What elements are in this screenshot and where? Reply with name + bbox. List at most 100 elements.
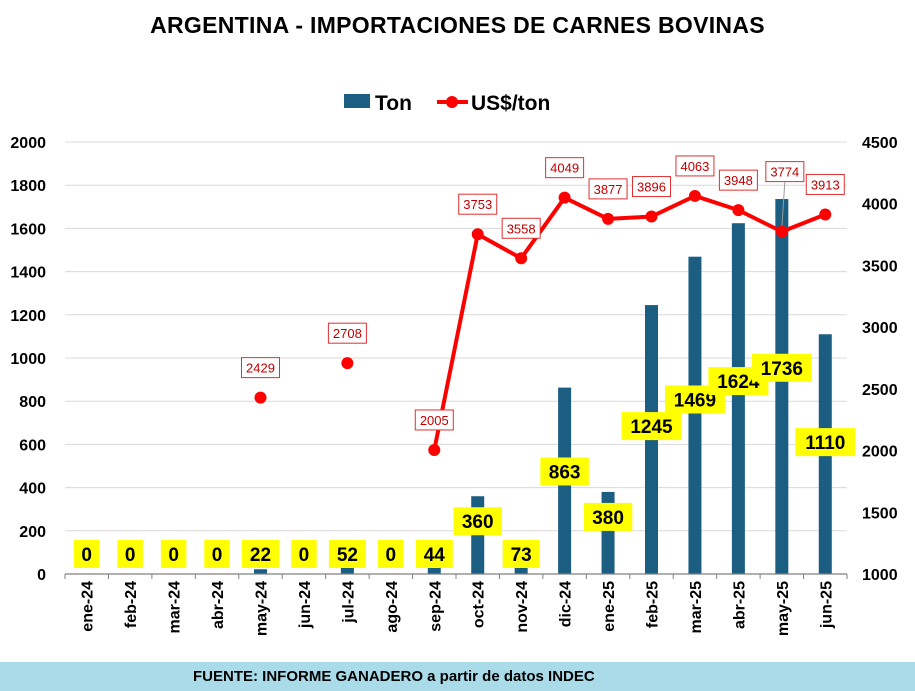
y-left-tick-label: 200 <box>19 524 46 541</box>
x-tick-label: ene-25 <box>601 581 618 632</box>
x-tick-label: jun-25 <box>818 581 835 629</box>
x-tick-label: ene-24 <box>80 581 97 632</box>
y-left-tick-label: 1600 <box>10 221 46 238</box>
legend-swatch-marker <box>446 96 458 108</box>
x-tick-label: ago-24 <box>384 581 401 633</box>
x-tick-label: mar-24 <box>167 581 184 634</box>
leader-line <box>781 181 786 228</box>
x-tick-label: oct-24 <box>471 581 488 628</box>
line-point <box>341 357 354 370</box>
line-label-box <box>675 155 715 177</box>
line-point <box>254 391 267 404</box>
line-point <box>471 228 484 241</box>
x-tick-label: may-25 <box>775 581 792 636</box>
x-tick-label: sep-24 <box>427 581 444 632</box>
y-right-tick-label: 1000 <box>862 567 898 584</box>
line-point <box>688 189 701 202</box>
line-data-label: 3877 <box>594 182 623 197</box>
y-right-tick-label: 1500 <box>862 505 898 522</box>
bar-data-label: 863 <box>549 462 581 483</box>
line-data-label: 4063 <box>680 159 709 174</box>
line-point <box>645 210 658 223</box>
bar-label-box <box>583 502 633 531</box>
bar-data-label: 0 <box>125 545 136 566</box>
bar-data-label: 380 <box>592 508 624 529</box>
line-label-box <box>805 173 845 195</box>
y-left-tick-label: 1000 <box>10 351 46 368</box>
line-point <box>775 225 788 238</box>
line-label-box <box>458 193 498 215</box>
bar-data-label: 1245 <box>630 417 673 438</box>
bar-label-box <box>160 540 187 568</box>
y-left-tick-label: 400 <box>19 481 46 498</box>
line-label-box <box>414 409 454 431</box>
line-label-box <box>718 169 758 191</box>
bar-data-label: 1736 <box>761 359 803 380</box>
bar-data-label: 0 <box>386 545 397 566</box>
x-tick-label: may-24 <box>254 581 271 636</box>
bar-data-label: 22 <box>250 545 271 566</box>
y-right-tick-label: 4500 <box>862 135 898 152</box>
line-point <box>819 208 832 221</box>
bar-data-label: 0 <box>299 545 310 566</box>
bar-label-box <box>795 428 856 457</box>
bar-data-label: 0 <box>212 545 223 566</box>
line-point <box>732 204 745 217</box>
bar-data-label: 0 <box>168 545 179 566</box>
x-tick-label: feb-24 <box>123 581 140 628</box>
bar-label-box <box>291 540 317 568</box>
line-point <box>428 443 441 456</box>
bar-label-box <box>73 540 100 568</box>
x-tick-label: abr-24 <box>210 581 227 629</box>
bar-label-box <box>242 540 279 568</box>
line-data-label: 3558 <box>507 221 536 236</box>
x-tick-label: mar-25 <box>688 581 705 634</box>
bar-data-label: 1110 <box>805 433 845 454</box>
bar-label-box <box>621 412 682 441</box>
line-data-label: 2708 <box>333 326 362 341</box>
bar-data-label: 1469 <box>674 390 716 411</box>
y-right-tick-label: 2000 <box>862 444 898 461</box>
y-left-tick-label: 1400 <box>10 265 46 282</box>
source-note: FUENTE: INFORME GANADERO a partir de dat… <box>193 668 595 685</box>
bar-data-label: 1624 <box>717 372 760 393</box>
bar-label-box <box>751 353 812 382</box>
x-tick-label: jun-24 <box>297 581 314 629</box>
y-left-tick-label: 800 <box>19 394 46 411</box>
y-right-tick-label: 3000 <box>862 320 898 337</box>
bar-label-box <box>502 540 540 568</box>
x-tick-label: abr-25 <box>731 581 748 629</box>
line-data-label: 2005 <box>420 413 449 428</box>
line-data-label: 3913 <box>811 177 840 192</box>
legend-label-bar: Ton <box>375 92 412 115</box>
y-left-tick-label: 1800 <box>10 178 46 195</box>
y-right-tick-label: 4000 <box>862 197 898 214</box>
chart-title: ARGENTINA - IMPORTACIONES DE CARNES BOVI… <box>150 12 765 38</box>
x-tick-label: nov-24 <box>514 581 531 633</box>
bar-label-box <box>378 540 404 568</box>
y-left-tick-label: 2000 <box>10 135 46 152</box>
line-label-box <box>327 322 367 344</box>
line-data-label: 3774 <box>770 165 799 180</box>
line-label-box <box>241 357 280 379</box>
bar-data-label: 73 <box>511 545 532 566</box>
line-label-box <box>545 157 585 179</box>
bar <box>427 564 441 574</box>
bar-data-label: 360 <box>462 512 494 533</box>
legend-label-line: US$/ton <box>471 92 550 115</box>
bar-label-box <box>328 540 366 568</box>
bar-data-label: 44 <box>424 545 446 566</box>
line-label-box <box>632 176 671 198</box>
bar-data-label: 52 <box>337 545 358 566</box>
bar-label-box <box>453 507 502 536</box>
bar-label-box <box>415 540 453 568</box>
y-left-tick-label: 1200 <box>10 308 46 325</box>
line-label-box <box>588 178 628 200</box>
line-series-segment <box>432 193 827 451</box>
line-point <box>515 252 528 265</box>
x-tick-label: dic-24 <box>558 581 575 627</box>
bar <box>775 199 789 575</box>
bar <box>731 223 745 574</box>
line-label-box <box>501 217 541 239</box>
